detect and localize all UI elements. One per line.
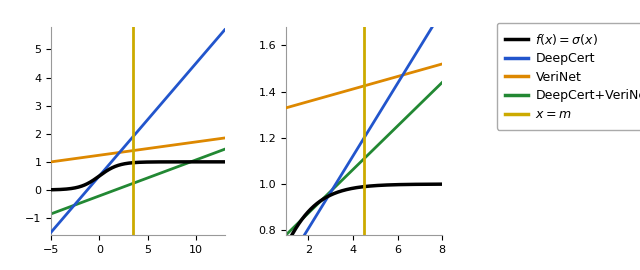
Legend: $f(x) = \sigma(x)$, DeepCert, VeriNet, DeepCert+VeriNet, $x = m$: $f(x) = \sigma(x)$, DeepCert, VeriNet, D… [497,23,640,130]
